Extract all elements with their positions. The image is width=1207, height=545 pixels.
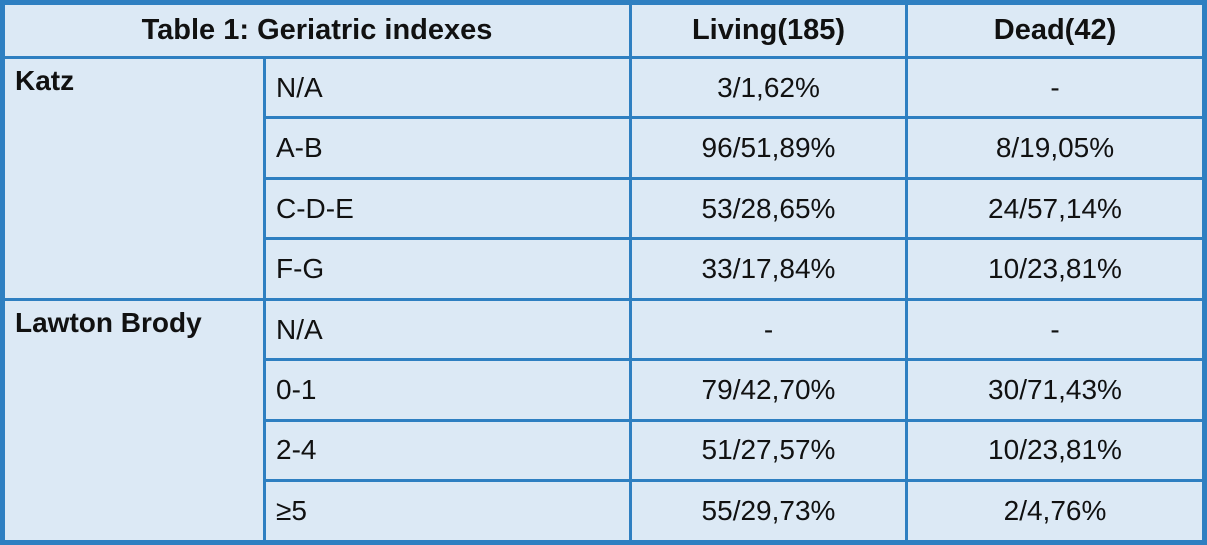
living-value-cell: 55/29,73%	[629, 479, 908, 544]
table-row: A-B 96/51,89% 8/19,05%	[3, 116, 1206, 180]
living-value-cell: -	[629, 297, 908, 362]
living-value-cell: 33/17,84%	[629, 237, 908, 301]
group-label-lawton-brody: Lawton Brody	[1, 297, 266, 545]
category-cell: A-B	[263, 116, 632, 180]
table-row: F-G 33/17,84% 10/23,81%	[3, 237, 1206, 301]
column-header-dead: Dead(42)	[905, 1, 1206, 59]
dead-value-cell: 8/19,05%	[905, 116, 1206, 180]
table-header-row: Table 1: Geriatric indexes Living(185) D…	[1, 1, 1206, 59]
table-row: 0-1 79/42,70% 30/71,43%	[3, 358, 1206, 422]
column-header-living: Living(185)	[629, 1, 908, 59]
living-value-cell: 53/28,65%	[629, 176, 908, 241]
category-cell: 0-1	[263, 358, 632, 422]
dead-value-cell: 30/71,43%	[905, 358, 1206, 422]
living-value-cell: 3/1,62%	[629, 55, 908, 120]
category-cell: ≥5	[263, 479, 632, 544]
table-row: Lawton Brody N/A - -	[1, 297, 1206, 545]
dead-value-cell: -	[905, 55, 1206, 120]
category-cell: N/A	[263, 297, 632, 362]
dead-value-cell: 10/23,81%	[905, 237, 1206, 301]
table-row: C-D-E 53/28,65% 24/57,14%	[3, 176, 1206, 241]
table-title: Table 1: Geriatric indexes	[1, 1, 632, 59]
dead-value-cell: 24/57,14%	[905, 176, 1206, 241]
dead-value-cell: 10/23,81%	[905, 418, 1206, 483]
category-cell: 2-4	[263, 418, 632, 483]
living-value-cell: 79/42,70%	[629, 358, 908, 422]
category-cell: F-G	[263, 237, 632, 301]
group-label-katz: Katz	[1, 56, 266, 301]
living-value-cell: 51/27,57%	[629, 418, 908, 483]
table-row: ≥5 55/29,73% 2/4,76%	[3, 479, 1206, 544]
dead-value-cell: 2/4,76%	[905, 479, 1206, 544]
table-row: Katz N/A 3/1,62% -	[1, 55, 1206, 301]
dead-value-cell: -	[905, 297, 1206, 362]
living-value-cell: 96/51,89%	[629, 116, 908, 180]
category-cell: C-D-E	[263, 176, 632, 241]
category-cell: N/A	[263, 55, 632, 120]
table-row: 2-4 51/27,57% 10/23,81%	[3, 418, 1206, 483]
